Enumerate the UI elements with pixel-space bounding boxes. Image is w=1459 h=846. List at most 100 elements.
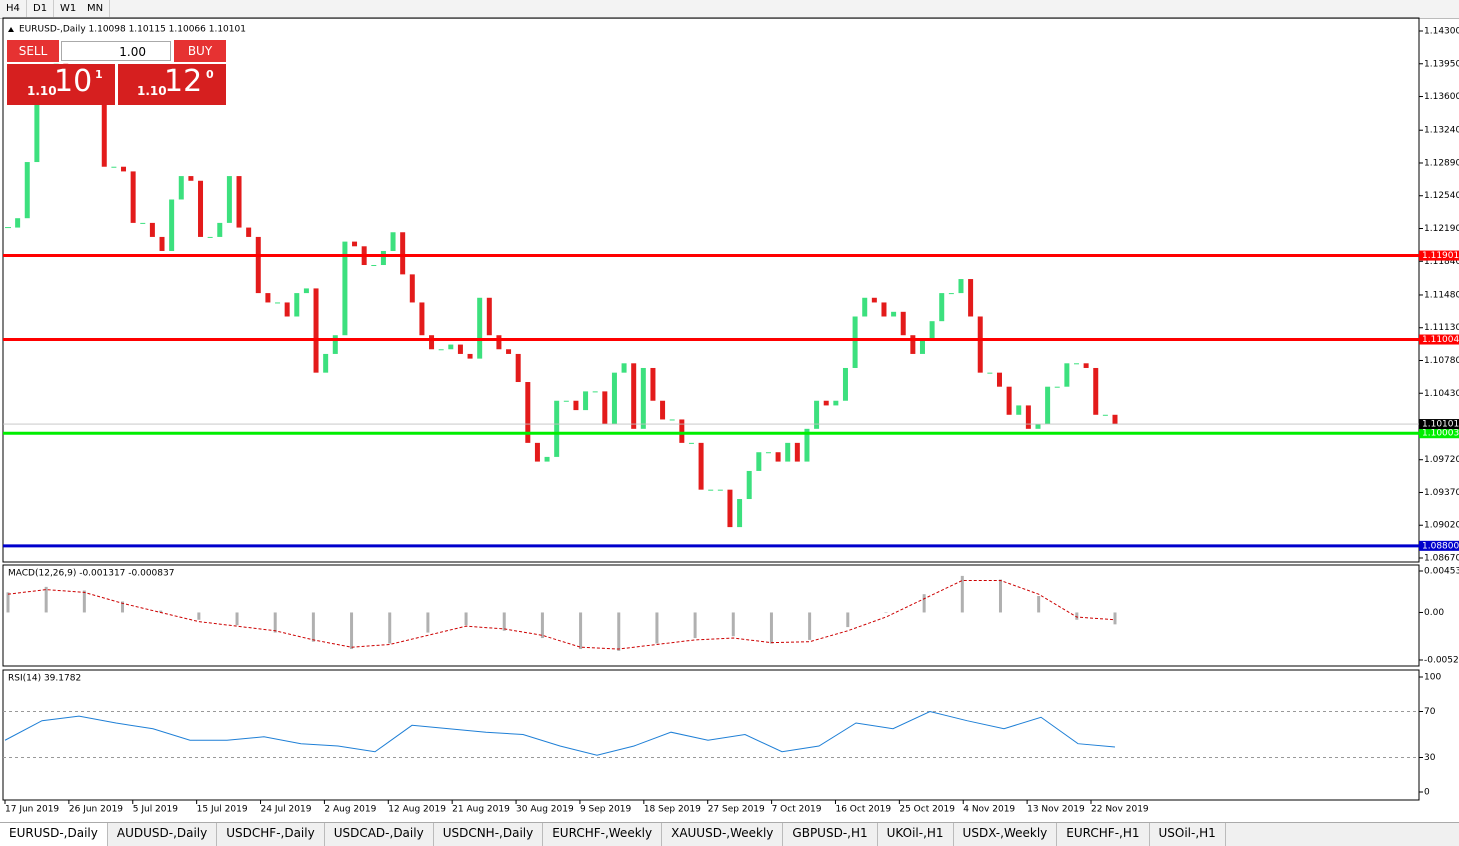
chart-tab[interactable]: EURCHF-,H1 <box>1057 823 1150 846</box>
candle <box>775 452 781 462</box>
macd-bar <box>121 601 125 613</box>
bid-sup: 1 <box>95 68 103 81</box>
timeframe-button[interactable]: D1 <box>27 0 55 17</box>
bid-box[interactable] <box>7 64 115 105</box>
macd-bar <box>693 612 697 639</box>
lots-input[interactable]: 1.00 <box>61 41 171 61</box>
candle <box>419 302 425 336</box>
ask-sup: 0 <box>206 68 214 81</box>
macd-bar <box>6 592 10 613</box>
candle <box>948 293 954 295</box>
candle <box>217 222 223 237</box>
candle <box>573 400 579 411</box>
candle <box>188 176 194 181</box>
candle <box>814 400 820 429</box>
candle <box>380 250 386 266</box>
level-label: 1.08800 <box>1422 541 1459 551</box>
level-label: 1.11004 <box>1422 335 1459 345</box>
candle <box>1093 367 1099 415</box>
x-tick-label: 22 Nov 2019 <box>1091 805 1149 815</box>
sell-button[interactable]: SELL <box>7 40 59 62</box>
buy-button[interactable]: BUY <box>174 40 226 62</box>
chart-tab[interactable]: EURCHF-,Weekly <box>543 823 663 846</box>
y-tick-label: 30 <box>1424 753 1436 763</box>
candle <box>698 442 704 490</box>
macd-bar <box>808 612 812 640</box>
candle <box>833 400 839 406</box>
candle <box>1102 414 1108 416</box>
macd-bar <box>922 594 926 613</box>
level-label-box <box>1419 334 1459 345</box>
indicator-title: MACD(12,26,9) -0.001317 -0.000837 <box>8 569 174 579</box>
y-tick-label: 1.11130 <box>1424 323 1459 333</box>
ask-main: 12 <box>164 64 203 99</box>
ask-box[interactable] <box>118 64 226 105</box>
candle <box>881 302 887 317</box>
chart-tab[interactable]: XAUUSD-,Weekly <box>662 823 784 846</box>
chart-tab[interactable]: GBPUSD-,H1 <box>783 823 878 846</box>
candle <box>650 367 656 401</box>
candle <box>486 297 492 336</box>
candle <box>207 236 213 238</box>
candle <box>342 241 348 336</box>
level-label-box <box>1419 540 1459 551</box>
chart-tab[interactable]: USDX-,Weekly <box>954 823 1058 846</box>
macd-signal <box>7 579 1116 650</box>
x-tick-label: 18 Sep 2019 <box>644 805 701 815</box>
candle <box>284 302 290 317</box>
candle <box>871 297 877 303</box>
trade-panel: SELL 1.00 BUY 1.10 10 1 1.10 12 0 <box>7 40 226 105</box>
candle <box>765 452 771 454</box>
timeframe-button[interactable]: H4 <box>0 0 27 17</box>
candle <box>352 241 358 247</box>
x-tick-label: 13 Nov 2019 <box>1027 805 1085 815</box>
candle <box>669 419 675 421</box>
chart-tab[interactable]: USDCAD-,Daily <box>325 823 434 846</box>
candle <box>862 297 868 317</box>
candle <box>303 288 309 294</box>
candle <box>34 87 40 163</box>
candle <box>554 400 560 457</box>
candle <box>409 274 415 303</box>
x-tick-label: 15 Jul 2019 <box>197 805 248 815</box>
x-tick-label: 21 Aug 2019 <box>452 805 510 815</box>
candle <box>1073 363 1079 365</box>
x-tick-label: 9 Sep 2019 <box>580 805 632 815</box>
macd-bar <box>540 612 544 639</box>
y-tick-label: 1.12540 <box>1424 191 1459 201</box>
chart-tab[interactable]: USDCHF-,Daily <box>217 823 325 846</box>
candle <box>506 349 512 354</box>
candle <box>804 428 810 462</box>
indicator-title: RSI(14) 39.1782 <box>8 674 81 684</box>
candle <box>457 344 463 354</box>
y-tick-label: 1.09020 <box>1424 521 1459 531</box>
candle <box>121 166 127 172</box>
timeframe-button[interactable]: MN <box>81 0 111 17</box>
macd-bar <box>731 612 735 637</box>
macd-bar <box>884 612 888 613</box>
level-label: 1.11901 <box>1422 251 1459 261</box>
chart-tab[interactable]: USDCNH-,Daily <box>434 823 544 846</box>
candle <box>390 232 396 251</box>
macd-bar <box>350 612 354 650</box>
y-tick-label: 1.11480 <box>1424 290 1459 300</box>
chart-tab[interactable]: EURUSD-,Daily <box>0 823 108 846</box>
candle <box>679 419 685 443</box>
candle <box>823 400 829 406</box>
x-tick-label: 17 Jun 2019 <box>5 805 59 815</box>
macd-bar <box>998 579 1002 613</box>
candle <box>1025 405 1031 429</box>
level-label-box <box>1419 250 1459 261</box>
y-tick-label: 1.09720 <box>1424 455 1459 465</box>
chart-tab[interactable]: USOil-,H1 <box>1150 823 1226 846</box>
bid-prefix: 1.10 <box>27 84 57 98</box>
candle <box>198 180 204 237</box>
panel-frame <box>2 564 1420 667</box>
chart-tab[interactable]: UKOil-,H1 <box>878 823 954 846</box>
y-tick-label: 1.12190 <box>1424 224 1459 234</box>
y-tick-label: 0.00 <box>1424 608 1444 618</box>
candle <box>323 353 329 373</box>
candle <box>563 400 569 402</box>
chart-tab[interactable]: AUDUSD-,Daily <box>108 823 218 846</box>
macd-bar <box>655 612 659 644</box>
